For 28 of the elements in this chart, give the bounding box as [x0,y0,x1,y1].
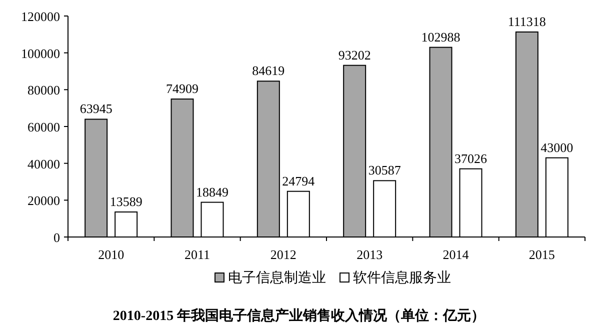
data-label: 43000 [540,140,574,155]
data-label: 84619 [252,63,285,78]
y-tick-label: 60000 [28,120,60,134]
data-label: 24794 [282,173,316,188]
data-label: 63945 [80,101,112,116]
x-tick-label: 2011 [184,247,210,262]
legend-label: 电子信息制造业 [228,270,326,286]
data-label: 111318 [508,14,546,29]
text: 2010-2015 年我国电子信息产业销售收入情况（单位：亿元） [112,307,486,324]
legend-label: 软件信息服务业 [353,270,451,286]
data-label: 13589 [110,194,142,209]
x-tick-label: 2010 [98,247,124,262]
x-tick-label: 2015 [528,247,555,262]
x-tick-label: 2014 [442,247,470,262]
y-tick-label: 100000 [21,46,60,61]
y-tick-label: 20000 [28,193,60,208]
y-tick-label: 120000 [21,9,60,24]
data-label: 37026 [454,150,488,166]
x-tick-label: 2013 [356,247,383,262]
data-label: 93202 [338,47,371,62]
data-label: 18849 [196,184,228,200]
data-label: 102988 [421,29,460,44]
data-label: 30587 [368,162,402,178]
data-label: 74909 [166,81,198,96]
y-tick-label: 80000 [28,82,60,98]
y-tick-label: 40000 [28,156,60,172]
y-tick-label: 0 [54,230,60,245]
x-tick-label: 2012 [270,247,296,262]
